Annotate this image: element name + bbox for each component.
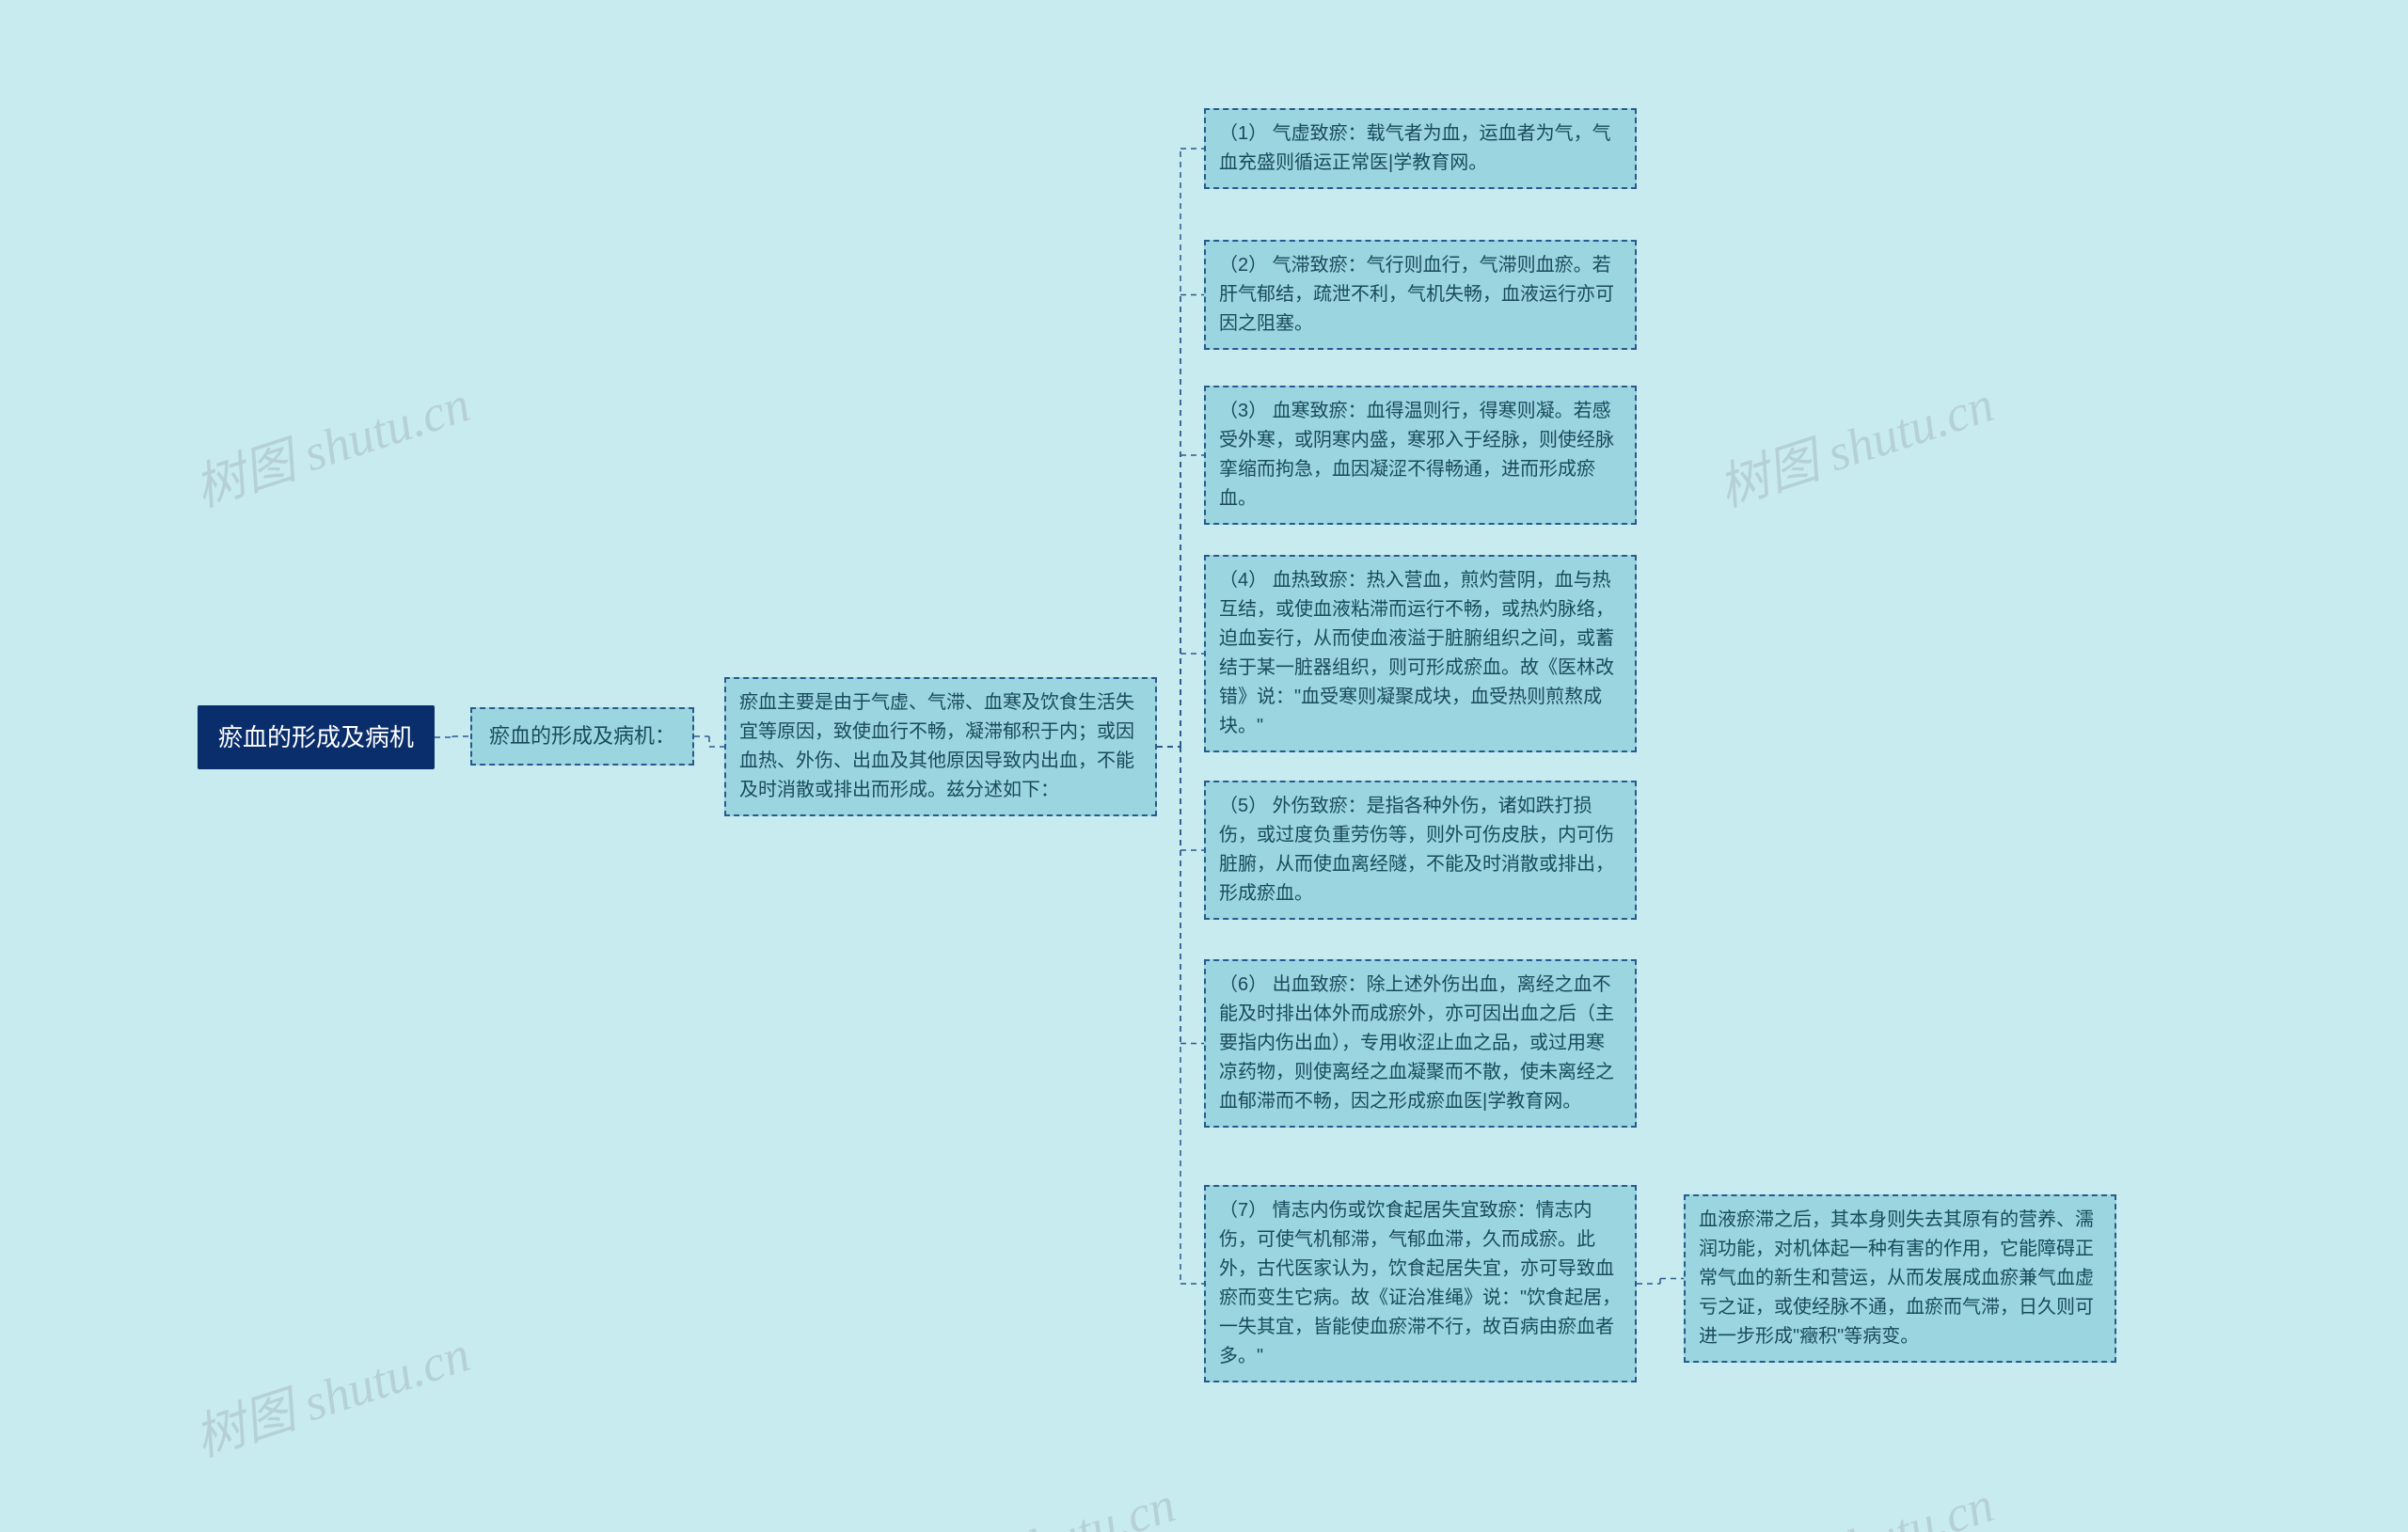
watermark: 树图 shutu.cn	[183, 1312, 478, 1471]
leaf-node: （1） 气虚致瘀：载气者为血，运血者为气，气血充盛则循运正常医|学教育网。	[1204, 108, 1637, 189]
right-extra-node: 血液瘀滞之后，其本身则失去其原有的营养、濡润功能，对机体起一种有害的作用，它能障…	[1684, 1194, 2116, 1363]
watermark: 树图 shutu.cn	[1707, 1462, 2002, 1532]
root-node: 瘀血的形成及病机	[198, 705, 435, 769]
level1-node: 瘀血的形成及病机：	[470, 707, 694, 766]
watermark: 树图 shutu.cn	[1707, 362, 2002, 521]
watermark: 树图 shutu.cn	[183, 362, 478, 521]
leaf-node: （4） 血热致瘀：热入营血，煎灼营阴，血与热互结，或使血液粘滞而运行不畅，或热灼…	[1204, 555, 1637, 752]
leaf-node: （5） 外伤致瘀：是指各种外伤，诸如跌打损伤，或过度负重劳伤等，则外可伤皮肤，内…	[1204, 781, 1637, 920]
leaf-node: （3） 血寒致瘀：血得温则行，得寒则凝。若感受外寒，或阴寒内盛，寒邪入于经脉，则…	[1204, 386, 1637, 525]
watermark: 树图 shutu.cn	[889, 1462, 1183, 1532]
mindmap-canvas: 瘀血的形成及病机 瘀血的形成及病机： 瘀血主要是由于气虚、气滞、血寒及饮食生活失…	[0, 0, 2408, 1532]
leaf-node: （2） 气滞致瘀：气行则血行，气滞则血瘀。若肝气郁结，疏泄不利，气机失畅，血液运…	[1204, 240, 1637, 350]
leaf-node: （7） 情志内伤或饮食起居失宜致瘀：情志内伤，可使气机郁滞，气郁血滞，久而成瘀。…	[1204, 1185, 1637, 1382]
leaf-node: （6） 出血致瘀：除上述外伤出血，离经之血不能及时排出体外而成瘀外，亦可因出血之…	[1204, 959, 1637, 1128]
level2-node: 瘀血主要是由于气虚、气滞、血寒及饮食生活失宜等原因，致使血行不畅，凝滞郁积于内；…	[724, 677, 1157, 816]
